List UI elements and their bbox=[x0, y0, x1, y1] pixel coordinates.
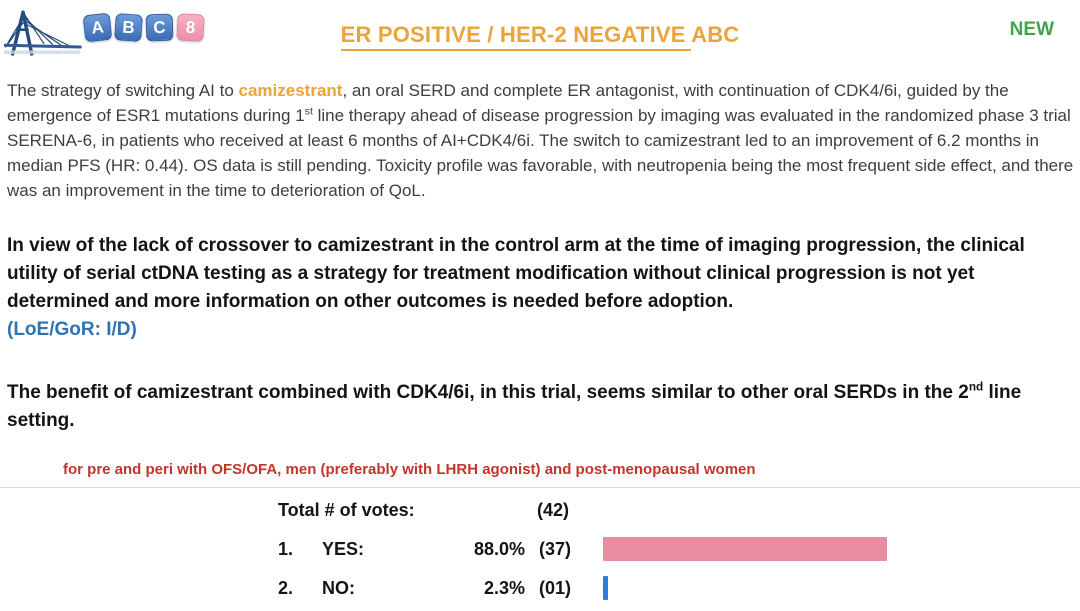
vote-bar-no bbox=[603, 576, 608, 600]
new-badge: NEW bbox=[1009, 19, 1054, 40]
section-divider bbox=[0, 487, 1080, 488]
vote-label: NO: bbox=[322, 577, 355, 598]
recommendation-paragraph: In view of the lack of crossover to cami… bbox=[7, 235, 1025, 312]
votes-total-label: Total # of votes: bbox=[278, 499, 415, 520]
benefit-paragraph: The benefit of camizestrant combined wit… bbox=[7, 380, 1022, 431]
loe-gor-line: (LoE/GoR: I/D) bbox=[7, 319, 137, 340]
slide-title: ER POSITIVE / HER-2 NEGATIVE ABC bbox=[0, 22, 1080, 51]
vote-row-yes: 1. YES: 88.0% (37) bbox=[278, 536, 1080, 562]
abc8-logo: A B C 8 bbox=[4, 8, 205, 60]
slide-title-rest: ABC bbox=[691, 22, 740, 47]
vote-row-no: 2. NO: 2.3% (01) bbox=[278, 575, 1080, 601]
vote-count: (37) bbox=[539, 538, 572, 559]
votes-total-row: Total # of votes: (42) bbox=[278, 497, 1080, 523]
population-note: for pre and peri with OFS/OFA, men (pref… bbox=[63, 461, 756, 478]
summary-paragraph: The strategy of switching AI to camizest… bbox=[7, 81, 1074, 200]
votes-total-count: (42) bbox=[537, 499, 570, 520]
slide-title-underlined: ER POSITIVE / HER-2 NEGATIVE bbox=[340, 22, 692, 51]
vote-label: YES: bbox=[322, 538, 365, 559]
vote-percent: 88.0% bbox=[473, 538, 525, 559]
voting-results: Total # of votes: (42) 1. YES: 88.0% (37… bbox=[278, 497, 1080, 611]
vote-count: (01) bbox=[539, 577, 572, 598]
bridge-icon bbox=[4, 10, 82, 56]
vote-percent: 2.3% bbox=[483, 577, 525, 598]
header: A B C 8 ER POSITIVE / HER-2 NEGATIVE ABC… bbox=[0, 0, 1080, 66]
vote-number: 2. bbox=[278, 577, 294, 598]
vote-number: 1. bbox=[278, 538, 294, 559]
vote-bar-yes bbox=[603, 537, 887, 561]
